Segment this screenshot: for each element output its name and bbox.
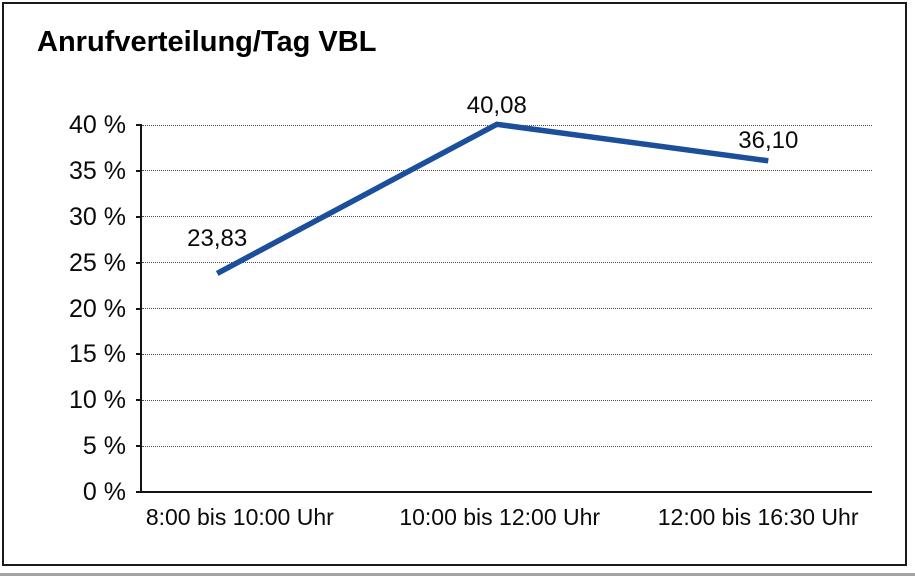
gridline-30 — [142, 216, 872, 218]
data-label: 40,08 — [466, 92, 527, 120]
y-tick-label: 15 % — [69, 340, 126, 369]
y-tick-label: 35 % — [69, 156, 126, 185]
y-axis-tick — [136, 445, 142, 448]
y-axis-tick — [136, 169, 142, 172]
y-axis-line — [140, 124, 142, 493]
y-tick-label: 20 % — [69, 294, 126, 323]
gridline-35 — [142, 170, 872, 172]
gridline-5 — [142, 445, 872, 447]
y-tick-label: 5 % — [82, 432, 126, 461]
x-axis-line — [140, 491, 872, 493]
y-axis-tick — [136, 353, 142, 356]
y-tick-label: 0 % — [82, 478, 126, 506]
data-label: 23,83 — [187, 225, 248, 253]
y-tick-label: 40 % — [69, 111, 126, 139]
y-axis-tick — [136, 307, 142, 310]
gridline-20 — [142, 308, 872, 309]
gridline-10 — [142, 399, 872, 401]
y-tick-label: 25 % — [69, 248, 126, 277]
y-tick-label: 10 % — [69, 386, 126, 415]
chart-title: Anrufverteilung/Tag VBL — [37, 26, 377, 58]
x-tick-label: 10:00 bis 12:00 Uhr — [399, 504, 601, 530]
x-tick-label: 8:00 bis 10:00 Uhr — [145, 504, 334, 530]
gridline-15 — [142, 353, 872, 355]
y-axis-tick — [136, 261, 142, 264]
y-axis-tick — [136, 399, 142, 402]
y-axis-tick — [136, 124, 142, 126]
gridline-40 — [142, 124, 872, 126]
x-tick-label: 12:00 bis 16:30 Uhr — [657, 504, 859, 530]
chart-frame — [2, 2, 907, 566]
data-label: 36,10 — [738, 126, 799, 154]
y-axis-tick — [136, 215, 142, 218]
y-tick-label: 30 % — [69, 202, 126, 231]
page-edge-shadow — [0, 573, 915, 576]
y-axis-tick — [136, 491, 142, 493]
gridline-25 — [142, 262, 872, 264]
